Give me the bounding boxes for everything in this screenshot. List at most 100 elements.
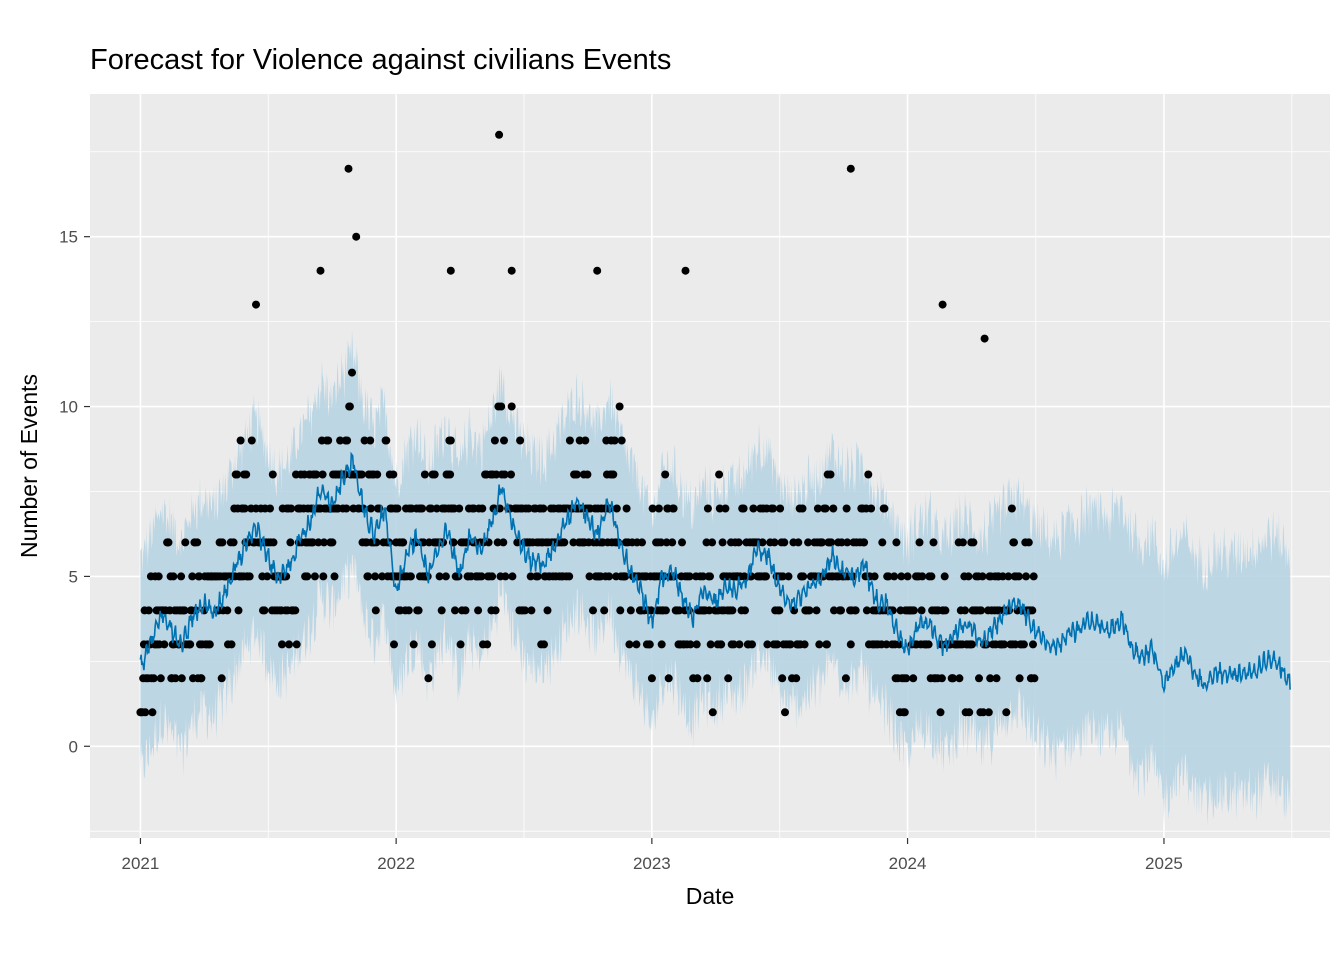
observed-point <box>903 572 912 581</box>
observed-point <box>455 504 464 513</box>
observed-point <box>414 606 423 615</box>
observed-point <box>287 504 296 513</box>
observed-point <box>393 504 402 513</box>
observed-point <box>144 606 153 615</box>
observed-point <box>715 504 724 513</box>
observed-point <box>378 572 387 581</box>
observed-point <box>818 538 827 547</box>
observed-point <box>585 572 594 581</box>
observed-point <box>909 674 918 683</box>
observed-point <box>829 504 838 513</box>
observed-point <box>1030 674 1039 683</box>
observed-point <box>154 572 163 581</box>
observed-point <box>491 606 500 615</box>
observed-point <box>169 572 178 581</box>
observed-point <box>197 674 206 683</box>
observed-point <box>316 266 325 275</box>
observed-point <box>233 470 242 479</box>
observed-point <box>703 674 712 683</box>
observed-point <box>507 266 516 275</box>
observed-point <box>846 640 855 649</box>
observed-point <box>195 572 204 581</box>
observed-point <box>804 538 813 547</box>
observed-point <box>708 708 717 717</box>
observed-point <box>303 572 312 581</box>
observed-point <box>837 606 845 615</box>
observed-point <box>961 606 969 615</box>
observed-point <box>693 674 702 683</box>
observed-point <box>841 674 850 683</box>
observed-point <box>625 640 634 649</box>
observed-point <box>615 402 624 411</box>
observed-point <box>488 572 497 581</box>
observed-point <box>758 538 767 547</box>
y-tick-label: 0 <box>69 737 78 756</box>
observed-point <box>446 266 455 275</box>
observed-point <box>1024 538 1033 547</box>
observed-point <box>762 572 770 581</box>
observed-point <box>456 640 465 649</box>
observed-point <box>424 674 433 683</box>
observed-point <box>747 572 756 581</box>
observed-point <box>247 436 256 445</box>
observed-point <box>708 538 717 547</box>
observed-point <box>805 606 814 615</box>
observed-point <box>1002 708 1011 717</box>
observed-point <box>827 538 836 547</box>
observed-point <box>678 538 686 547</box>
observed-point <box>581 436 590 445</box>
observed-point <box>484 538 493 547</box>
observed-point <box>229 538 238 547</box>
observed-point <box>895 640 904 649</box>
observed-point <box>980 334 989 343</box>
axes: 0 5 10 15 2021 2022 2023 2024 2025 <box>59 228 1183 873</box>
uncertainty-band <box>140 329 1291 826</box>
observed-point <box>240 504 249 513</box>
observed-point <box>371 572 380 581</box>
observed-point <box>263 572 272 581</box>
observed-point <box>572 470 581 479</box>
observed-point <box>418 504 427 513</box>
observed-point <box>699 572 707 581</box>
observed-point <box>616 606 625 615</box>
observed-point <box>609 470 618 479</box>
observed-point <box>843 538 852 547</box>
observed-point <box>657 640 666 649</box>
observed-point <box>569 538 578 547</box>
observed-point <box>526 572 535 581</box>
observed-point <box>575 436 584 445</box>
observed-point <box>740 572 749 581</box>
observed-point <box>427 640 436 649</box>
observed-point <box>622 504 631 513</box>
observed-point <box>890 572 899 581</box>
observed-point <box>500 436 508 445</box>
observed-point <box>483 640 492 649</box>
observed-point <box>188 572 197 581</box>
observed-point <box>842 504 851 513</box>
observed-point <box>474 606 483 615</box>
observed-point <box>269 538 278 547</box>
observed-point <box>969 538 978 547</box>
observed-point <box>657 538 665 547</box>
observed-point <box>870 572 879 581</box>
observed-point <box>1000 640 1009 649</box>
x-tick-label: 2021 <box>122 854 160 873</box>
observed-point <box>729 640 738 649</box>
observed-point <box>336 436 345 445</box>
observed-point <box>718 538 727 547</box>
observed-point <box>371 606 380 615</box>
observed-point <box>348 368 356 377</box>
observed-point <box>499 538 508 547</box>
observed-point <box>516 436 525 445</box>
observed-point <box>778 674 787 683</box>
observed-point <box>285 640 293 649</box>
observed-point <box>149 674 158 683</box>
observed-point <box>924 640 933 649</box>
observed-point <box>661 470 670 479</box>
observed-point <box>776 504 785 513</box>
observed-point <box>826 470 835 479</box>
observed-point <box>164 538 173 547</box>
observed-point <box>364 572 373 581</box>
observed-point <box>180 606 189 615</box>
y-tick-label: 10 <box>59 398 78 417</box>
